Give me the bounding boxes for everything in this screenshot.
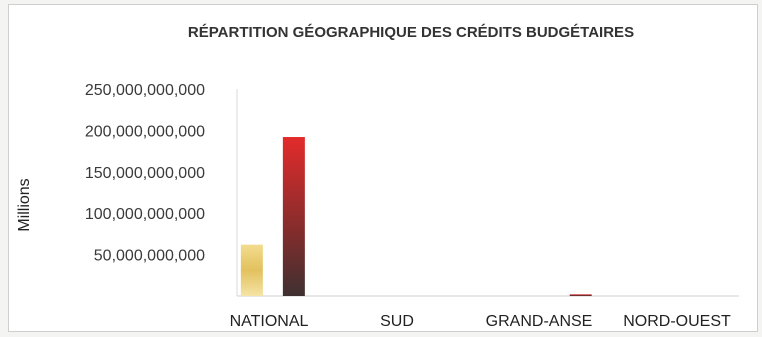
y-tick-label: 50,000,000,000 [94,248,205,265]
x-category-label: NATIONAL [230,313,309,330]
x-category-labels: NATIONAL SUD GRAND-ANSE NORD-OUEST [230,313,731,330]
bars [240,137,592,296]
y-axis-label: Millions [16,178,33,231]
x-category-label: NORD-OUEST [623,313,731,330]
chart-title: RÉPARTITION GÉOGRAPHIQUE DES CRÉDITS BUD… [188,24,634,41]
y-tick-label: 250,000,000,000 [85,82,205,99]
y-tick-label: 100,000,000,000 [85,206,205,223]
bar-series-0-cat-0 [240,244,263,296]
bar-chart: RÉPARTITION GÉOGRAPHIQUE DES CRÉDITS BUD… [16,24,739,330]
x-category-label: SUD [380,313,414,330]
x-category-label: GRAND-ANSE [486,313,593,330]
bar-series-1-cat-4 [569,294,592,296]
y-tick-label: 200,000,000,000 [85,123,205,140]
y-tick-label: 150,000,000,000 [85,165,205,182]
bar-series-1-cat-0 [282,137,305,296]
y-tick-labels: 50,000,000,000 100,000,000,000 150,000,000… [85,82,205,265]
chart-frame: RÉPARTITION GÉOGRAPHIQUE DES CRÉDITS BUD… [8,4,758,332]
